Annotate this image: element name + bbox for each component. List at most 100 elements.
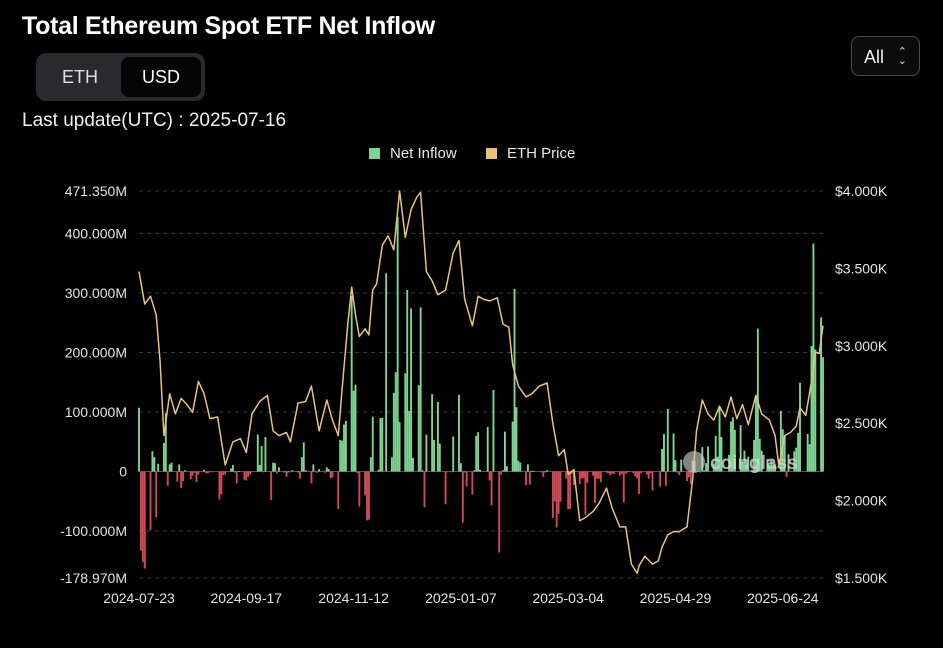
- net-inflow-bar: [431, 394, 434, 472]
- net-inflow-bar: [298, 471, 301, 479]
- net-inflow-bar: [364, 471, 367, 496]
- net-inflow-bar: [647, 471, 650, 479]
- net-inflow-bar: [155, 471, 158, 518]
- y-right-tick-label: $2.000K: [835, 493, 888, 509]
- net-inflow-bar: [664, 471, 667, 486]
- net-inflow-bar: [162, 442, 165, 472]
- net-inflow-bar: [220, 471, 223, 495]
- net-inflow-bar: [235, 471, 238, 484]
- net-inflow-bar: [285, 471, 288, 477]
- net-inflow-bar: [197, 471, 200, 475]
- net-inflow-bar: [312, 464, 315, 472]
- net-inflow-bar: [768, 464, 771, 472]
- net-inflow-bar: [421, 470, 424, 472]
- net-inflow-bar: [392, 392, 395, 472]
- net-inflow-bar: [143, 471, 146, 569]
- net-inflow-bar: [417, 385, 420, 472]
- net-inflow-bar: [783, 435, 786, 472]
- net-inflow-bar: [528, 471, 531, 485]
- net-inflow-bar: [525, 471, 527, 486]
- net-inflow-bar: [626, 471, 629, 473]
- net-inflow-bar: [500, 471, 503, 475]
- x-tick-label: 2025-01-07: [425, 590, 497, 606]
- net-inflow-bar: [465, 471, 468, 487]
- net-inflow-bar: [676, 471, 679, 473]
- net-inflow-bar: [620, 471, 623, 474]
- net-inflow-bar: [703, 470, 706, 472]
- net-inflow-bar: [502, 470, 504, 472]
- net-inflow-bar: [178, 464, 181, 472]
- net-inflow-bar: [567, 471, 570, 509]
- net-inflow-bar: [381, 417, 384, 472]
- legend-item-eth-price[interactable]: ETH Price: [486, 143, 575, 163]
- net-inflow-bar: [446, 471, 449, 473]
- net-inflow-bar: [542, 471, 545, 477]
- net-inflow-bar: [182, 471, 185, 482]
- net-inflow-bar: [526, 464, 529, 472]
- net-inflow-bar: [672, 433, 675, 472]
- net-inflow-bar: [325, 467, 328, 472]
- net-inflow-bar: [793, 451, 796, 472]
- eth-price-line: [138, 190, 824, 575]
- last-update-text: Last update(UTC) : 2025-07-16: [22, 110, 287, 131]
- net-inflow-bar: [513, 288, 516, 472]
- eth-unit-button[interactable]: ETH: [62, 67, 98, 87]
- net-inflow-bar: [605, 471, 608, 473]
- net-inflow-bar: [153, 457, 156, 472]
- net-inflow-bar: [210, 471, 213, 473]
- y-left-tick-label: 0: [119, 463, 127, 479]
- net-inflow-bar: [515, 407, 518, 472]
- net-inflow-bar: [551, 471, 554, 518]
- net-inflow-bar: [379, 417, 382, 472]
- net-inflow-bar: [367, 471, 370, 520]
- net-inflow-bar: [743, 450, 746, 472]
- net-inflow-bar: [745, 464, 748, 472]
- y-left-tick-label: -178.970M: [60, 570, 127, 586]
- net-inflow-bar: [289, 471, 292, 473]
- net-inflow-bar: [607, 471, 610, 474]
- y-right-tick-label: $3.000K: [835, 338, 888, 354]
- net-inflow-bar: [471, 471, 474, 495]
- net-inflow-bar: [659, 471, 662, 487]
- net-inflow-bar: [237, 470, 240, 472]
- net-inflow-bar: [559, 471, 562, 502]
- y-right-tick-label: $1.500K: [835, 570, 888, 586]
- time-range-select[interactable]: All ⌃ ⌄: [851, 36, 920, 76]
- y-left-tick-label: 300.000M: [65, 285, 127, 301]
- net-inflow-bar: [586, 471, 589, 483]
- net-inflow-bar: [366, 471, 368, 521]
- net-inflow-bar: [170, 462, 173, 472]
- net-inflow-bar: [632, 471, 635, 474]
- net-inflow-bar: [157, 463, 160, 472]
- net-inflow-bar: [488, 471, 491, 481]
- net-inflow-bar: [572, 471, 575, 486]
- net-inflow-bar: [356, 471, 359, 474]
- usd-unit-button[interactable]: USD: [121, 57, 201, 97]
- net-inflow-bar: [205, 471, 208, 474]
- net-inflow-bar: [452, 436, 455, 472]
- net-inflow-bar: [517, 460, 520, 472]
- net-inflow-bar: [774, 464, 777, 472]
- net-inflow-bar: [511, 421, 514, 472]
- net-inflow-bar: [256, 434, 259, 472]
- net-inflow-bar: [557, 471, 560, 514]
- net-inflow-bar: [530, 470, 533, 472]
- net-inflow-bar: [444, 471, 447, 505]
- net-inflow-bar: [781, 429, 784, 472]
- net-inflow-bar: [164, 413, 167, 472]
- net-inflow-bar: [176, 471, 179, 482]
- x-tick-label: 2024-07-23: [103, 590, 175, 606]
- y-right-tick-label: $4.000K: [835, 183, 888, 199]
- net-inflow-bar: [787, 454, 790, 472]
- net-inflow-bar: [230, 468, 232, 472]
- legend-item-net-inflow[interactable]: Net Inflow: [369, 143, 457, 163]
- net-inflow-bar: [649, 471, 652, 474]
- time-range-value: All: [864, 47, 885, 67]
- net-inflow-bar: [663, 434, 665, 472]
- net-inflow-bar: [666, 409, 669, 472]
- net-inflow-bar: [479, 469, 481, 472]
- net-inflow-bar: [264, 436, 267, 472]
- net-inflow-bar: [661, 448, 664, 472]
- net-inflow-bar: [544, 471, 547, 473]
- net-inflow-bar: [191, 471, 194, 476]
